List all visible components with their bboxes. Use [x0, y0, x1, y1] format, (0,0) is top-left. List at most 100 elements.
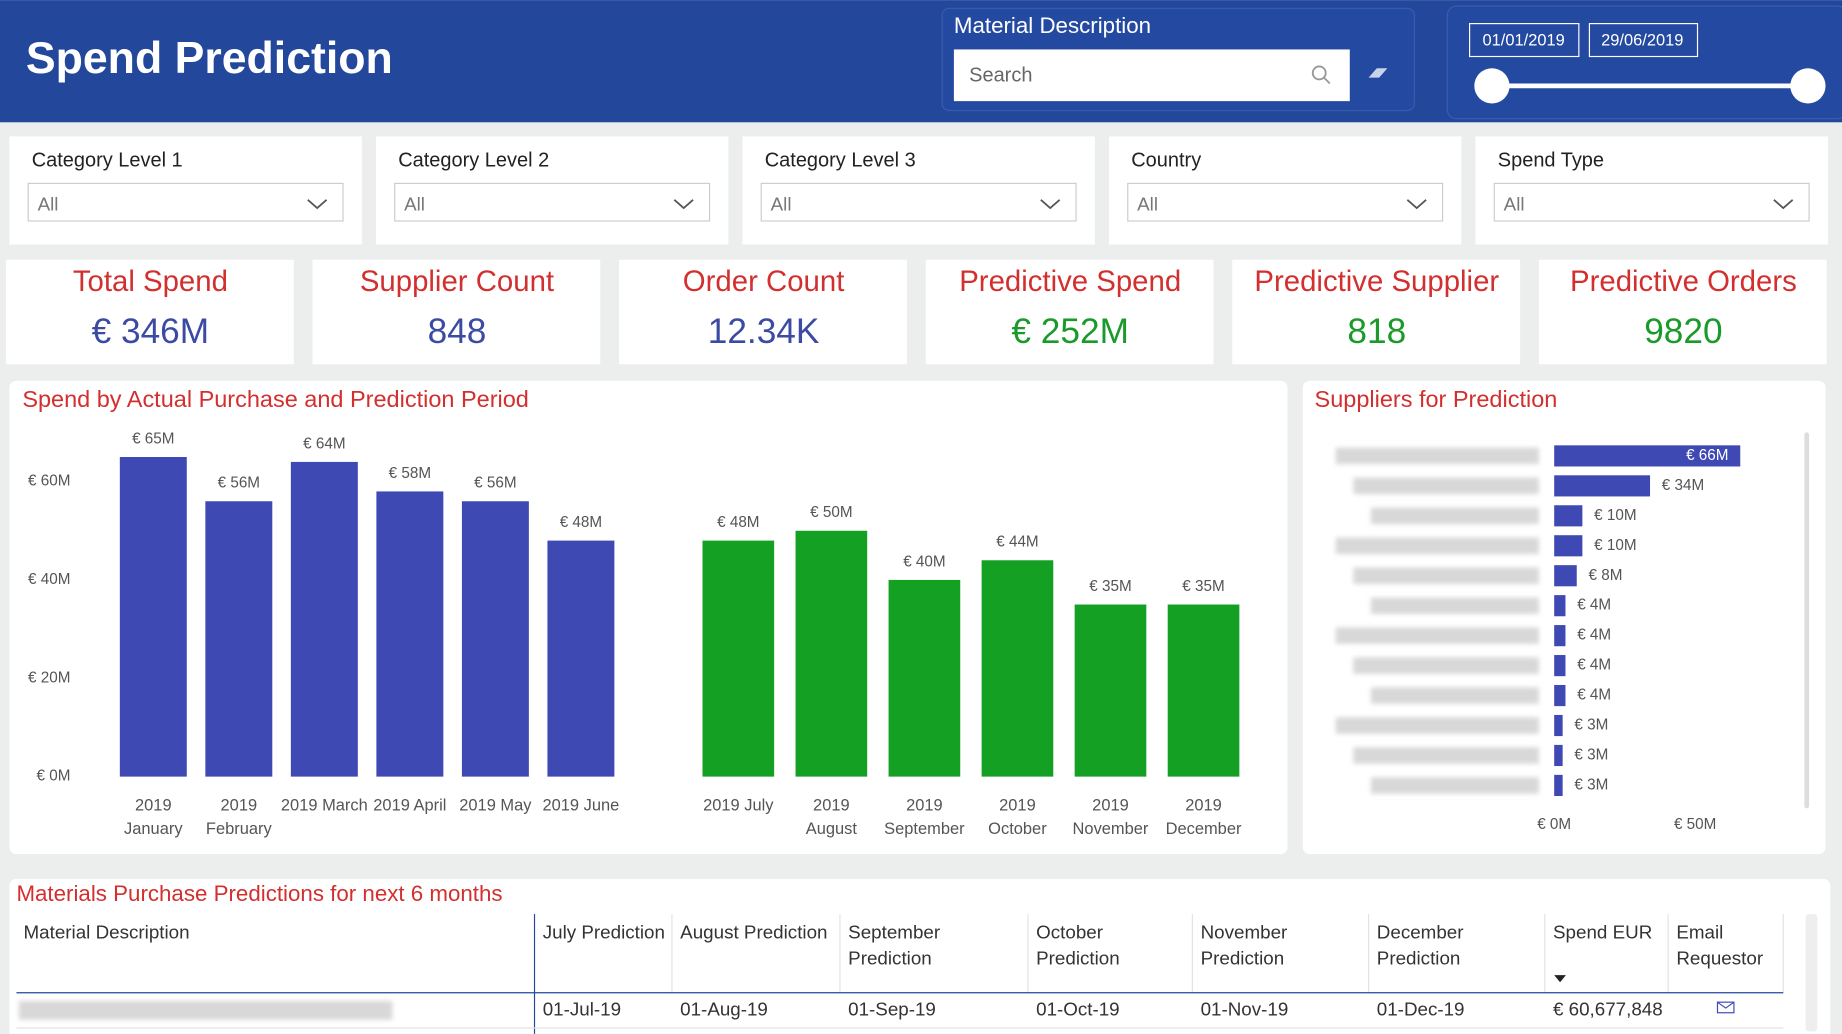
column-header-box: November Prediction — [1200, 923, 1288, 970]
bar — [1554, 744, 1563, 767]
value-label: € 34M — [1662, 477, 1704, 494]
chevron — [1773, 199, 1794, 210]
value-label: € 40M — [903, 553, 945, 570]
x-tick-label: 2019 January — [124, 795, 183, 838]
bar — [376, 491, 444, 777]
value-label: € 4M — [1577, 687, 1611, 704]
kpi-label: Order Count — [683, 265, 845, 298]
supplier-name-redacted — [1370, 777, 1539, 794]
dropdown[interactable] — [394, 182, 711, 222]
value-label: € 50M — [810, 504, 852, 521]
bar — [205, 501, 273, 777]
sort-arrow[interactable] — [1554, 975, 1566, 983]
supplier-name-redacted — [1335, 537, 1539, 555]
value-label: € 3M — [1574, 717, 1608, 734]
bar — [981, 560, 1054, 777]
x-tick-label-box: 2019 April — [373, 795, 447, 815]
bar — [888, 579, 961, 777]
supplier-name-redacted — [1370, 507, 1539, 525]
chevron — [307, 199, 328, 210]
value-label: € 4M — [1577, 627, 1611, 644]
value-label: € 10M — [1594, 537, 1636, 554]
value-label: € 64M — [303, 435, 345, 452]
email-icon[interactable] — [1716, 1001, 1735, 1014]
bar — [1554, 595, 1566, 617]
kpi-label: Supplier Count — [360, 265, 554, 298]
kpi-card — [312, 259, 601, 365]
column-header: Material Description — [23, 923, 190, 944]
bar — [290, 461, 358, 777]
value-label: € 65M — [132, 430, 174, 447]
value-label: € 48M — [717, 514, 759, 531]
bar — [1554, 625, 1566, 647]
kpi-value: 818 — [1347, 312, 1406, 351]
table-cell: 01-Sep-19 — [848, 998, 936, 1019]
dropdown-value: All — [1504, 194, 1525, 215]
kpi-card — [1232, 259, 1521, 365]
supplier-name-redacted — [1335, 627, 1539, 644]
date-start: 01/01/2019 — [1483, 32, 1565, 50]
supplier-name-redacted — [1370, 687, 1539, 704]
kpi-label: Predictive Supplier — [1254, 265, 1499, 298]
value-label: € 66M — [1686, 447, 1728, 464]
filter-label: Category Level 3 — [765, 149, 916, 171]
dropdown[interactable] — [1493, 182, 1810, 222]
material-redacted — [18, 1000, 393, 1020]
column-header: November Prediction — [1200, 923, 1288, 970]
bar — [1554, 684, 1566, 707]
date-start-box[interactable] — [1469, 23, 1580, 58]
bar — [119, 457, 187, 777]
y-tick-label: € 20M — [28, 669, 70, 686]
table-title: Materials Purchase Predictions for next … — [16, 881, 502, 906]
bar — [1554, 475, 1651, 497]
date-end-box[interactable] — [1588, 23, 1699, 58]
table-card — [9, 878, 1831, 1034]
column-header: July Prediction — [542, 923, 665, 944]
kpi-value: € 346M — [92, 312, 210, 351]
value-label: € 58M — [389, 465, 431, 482]
column-header-box: September Prediction — [848, 923, 940, 969]
scrollbar[interactable] — [1804, 432, 1810, 809]
table-cell: 01-Dec-19 — [1377, 998, 1465, 1019]
supplier-name-redacted — [1353, 657, 1539, 674]
eraser-icon[interactable] — [1368, 68, 1388, 78]
bar — [547, 540, 615, 777]
y-tick-label: € 40M — [28, 571, 70, 588]
dropdown-value: All — [1137, 194, 1158, 215]
kpi-value: 9820 — [1644, 312, 1722, 351]
filter-label: Category Level 2 — [398, 149, 549, 171]
slider-handle[interactable] — [1790, 68, 1826, 104]
kpi-card — [619, 259, 907, 365]
x-tick-label-box: 2019 May — [459, 795, 531, 814]
x-tick-label-box: 2019 March — [281, 795, 368, 814]
value-label: € 4M — [1577, 657, 1611, 674]
search-icon[interactable] — [1311, 65, 1331, 85]
chevron — [673, 199, 694, 210]
column-header: Spend EUR — [1553, 923, 1653, 944]
kpi-card — [5, 259, 294, 365]
column-header-box: July Prediction — [542, 923, 665, 944]
x-tick-label: € 0M — [1537, 816, 1571, 833]
value-label: € 44M — [996, 534, 1038, 551]
chart-title: Suppliers for Prediction — [1315, 386, 1558, 412]
filter-label: Spend Type — [1498, 149, 1604, 171]
x-tick-label: 2019 October — [988, 795, 1047, 838]
x-tick-label: 2019 April — [373, 795, 447, 815]
dropdown[interactable] — [1127, 182, 1444, 222]
dropdown-value: All — [404, 194, 425, 215]
column-header-box: October Prediction — [1036, 923, 1120, 969]
bar — [1554, 505, 1583, 527]
column-header: Email Requestor — [1676, 923, 1764, 970]
x-tick-label: 2019 December — [1165, 795, 1242, 838]
scrollbar[interactable] — [1805, 914, 1818, 1032]
x-tick-label-box: 2019 January — [124, 795, 183, 838]
slider-handle[interactable] — [1474, 68, 1510, 104]
page-title: Spend Prediction — [26, 34, 393, 83]
x-tick-label-box: 2019 June — [542, 795, 619, 814]
x-tick-label-box: 2019 December — [1165, 795, 1242, 838]
dropdown[interactable] — [27, 182, 344, 222]
x-tick-label-box: 2019 July — [703, 795, 773, 814]
dropdown[interactable] — [760, 182, 1077, 222]
search-box[interactable] — [953, 49, 1350, 102]
